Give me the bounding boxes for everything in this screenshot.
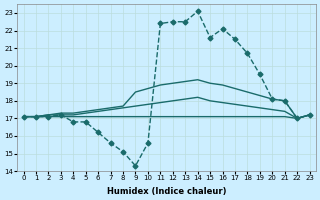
X-axis label: Humidex (Indice chaleur): Humidex (Indice chaleur) [107, 187, 226, 196]
